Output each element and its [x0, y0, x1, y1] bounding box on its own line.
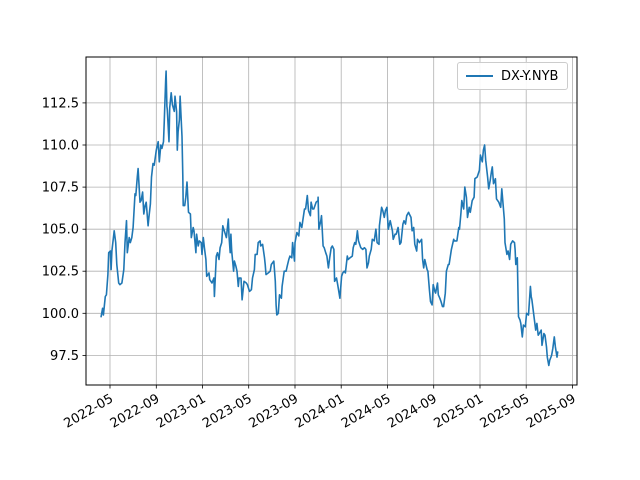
- legend-label: DX-Y.NYB: [501, 68, 559, 84]
- x-tick-label: 2023-05: [200, 391, 255, 431]
- y-tick-label: 107.5: [42, 181, 79, 196]
- x-tick-label: 2024-09: [385, 391, 440, 431]
- y-tick-label: 102.5: [42, 265, 79, 280]
- y-tick-label: 97.5: [50, 349, 79, 364]
- x-tick-label: 2025-05: [478, 391, 533, 431]
- x-tick-label: 2022-05: [61, 391, 116, 431]
- x-tick-label: 2024-05: [339, 391, 394, 431]
- x-tick-label: 2022-09: [108, 391, 163, 431]
- y-tick-label: 110.0: [42, 139, 79, 154]
- x-tick-label: 2025-01: [431, 391, 486, 431]
- x-tick-label: 2023-09: [246, 391, 301, 431]
- y-tick-label: 105.0: [42, 223, 79, 238]
- x-tick-label: 2025-09: [524, 391, 579, 431]
- plot-border: [85, 56, 578, 386]
- legend-line-sample: [466, 75, 493, 77]
- legend: DX-Y.NYB: [457, 62, 568, 90]
- x-tick-label: 2024-01: [293, 391, 348, 431]
- x-tick-label: 2023-01: [154, 391, 209, 431]
- y-tick-label: 112.5: [42, 96, 79, 111]
- series-line: [100, 70, 559, 367]
- y-tick-label: 100.0: [42, 307, 79, 322]
